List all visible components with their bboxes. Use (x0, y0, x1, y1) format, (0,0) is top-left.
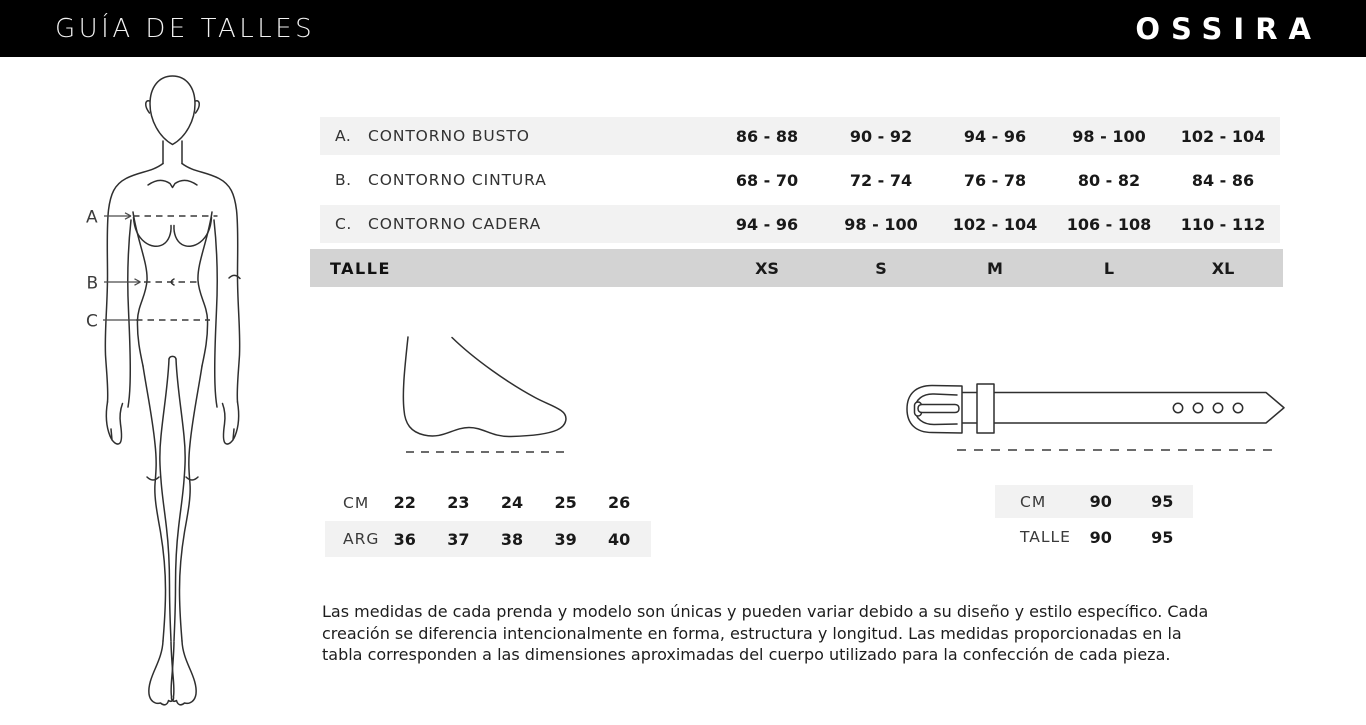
row-label: ARG (343, 530, 380, 548)
belt-buckle (906, 384, 963, 434)
size-name: L (1103, 258, 1115, 278)
row-values: 22 23 24 25 26 (378, 493, 646, 512)
belt-row-cm: CM 90 95 (995, 485, 1193, 518)
row-label: TALLE (1020, 528, 1071, 546)
size-value: 76 - 78 (963, 170, 1027, 190)
row-label: CM (1020, 492, 1047, 511)
belt-size-value: 95 (1151, 527, 1174, 547)
waist-label: B (87, 274, 99, 294)
shoe-size-value: 39 (554, 529, 577, 549)
row-values: 94 - 96 98 - 100 102 - 104 106 - 108 110… (710, 215, 1280, 234)
brand-logo: OSSIRA (1135, 11, 1322, 46)
row-label: CONTORNO CINTURA (368, 171, 547, 189)
row-values: 68 - 70 72 - 74 76 - 78 80 - 82 84 - 86 (710, 171, 1280, 190)
row-values: 90 95 (1070, 492, 1193, 511)
row-label: CONTORNO CADERA (368, 215, 542, 233)
size-value: 110 - 112 (1180, 214, 1266, 234)
row-label: CONTORNO BUSTO (368, 127, 530, 145)
row-values: 36 37 38 39 40 (378, 530, 646, 549)
belt-holes (1172, 402, 1244, 414)
note-line: creación se diferencia intencionalmente … (322, 623, 1182, 643)
hip-label: C (86, 312, 98, 332)
female-figure-drawing: A B C (86, 75, 241, 706)
foot-drawing (402, 336, 571, 453)
belt-size-value: 90 (1089, 527, 1112, 547)
shoe-row-cm: CM 22 23 24 25 26 (325, 484, 651, 521)
shoe-size-value: 37 (447, 529, 470, 549)
size-row-label: TALLE (330, 258, 391, 278)
shoe-size-value: 24 (500, 493, 524, 512)
shoe-size-value: 25 (554, 493, 577, 512)
row-values: 86 - 88 90 - 92 94 - 96 98 - 100 102 - 1… (710, 127, 1280, 146)
bust-label: A (86, 208, 98, 228)
size-value: 68 - 70 (735, 170, 799, 190)
figure-outline (104, 75, 241, 706)
belt-keeper (976, 383, 995, 434)
belt-drawing (906, 383, 1285, 451)
bust-arrow (104, 212, 132, 220)
shoe-size-value: 40 (608, 529, 631, 549)
waist-arrow (104, 278, 141, 286)
belt-strap (957, 391, 1285, 424)
size-name: S (875, 258, 887, 278)
foot-outline (402, 336, 567, 438)
shoe-size-value: 22 (393, 493, 416, 512)
row-letter: C. (335, 215, 352, 233)
size-value: 102 - 104 (1180, 126, 1266, 146)
table-row-waist: B. CONTORNO CINTURA 68 - 70 72 - 74 76 -… (320, 161, 1280, 199)
size-name: XS (755, 258, 779, 278)
size-name: XL (1211, 258, 1235, 278)
note-line: Las medidas de cada prenda y modelo son … (322, 602, 1209, 621)
size-value: 94 - 96 (735, 214, 799, 234)
row-values: XS S M L XL (710, 259, 1280, 278)
row-label: CM (343, 493, 370, 512)
table-row-bust: A. CONTORNO BUSTO 86 - 88 90 - 92 94 - 9… (320, 117, 1280, 155)
size-value: 80 - 82 (1077, 170, 1141, 190)
shoe-size-value: 26 (608, 493, 631, 512)
size-value: 98 - 100 (844, 214, 918, 234)
shoe-size-value: 38 (500, 529, 524, 549)
table-row-size: TALLE XS S M L XL (310, 249, 1283, 287)
table-row-hip: C. CONTORNO CADERA 94 - 96 98 - 100 102 … (320, 205, 1280, 243)
belt-row-talle: TALLE 90 95 (995, 518, 1193, 556)
size-value: 106 - 108 (1066, 214, 1152, 234)
size-value: 84 - 86 (1191, 170, 1255, 190)
note-line: tabla corresponden a las dimensiones apr… (322, 645, 1171, 664)
navel-mark (170, 278, 175, 286)
row-values: 90 95 (1070, 528, 1193, 547)
size-value: 72 - 74 (849, 170, 913, 190)
header-bar: GUÍA DE TALLES OSSIRA (0, 0, 1366, 57)
shoe-size-value: 23 (447, 493, 470, 512)
belt-size-value: 95 (1151, 492, 1174, 511)
page-title: GUÍA DE TALLES (55, 13, 316, 44)
size-value: 90 - 92 (849, 126, 913, 146)
shoe-size-value: 36 (393, 529, 416, 549)
size-value: 102 - 104 (952, 214, 1038, 234)
measurements-note: Las medidas de cada prenda y modelo son … (322, 601, 1342, 666)
belt-size-value: 90 (1089, 492, 1112, 511)
size-name: M (987, 258, 1003, 278)
row-letter: B. (335, 171, 352, 189)
row-letter: A. (335, 127, 352, 145)
size-value: 86 - 88 (735, 126, 799, 146)
shoe-row-arg: ARG 36 37 38 39 40 (325, 521, 651, 557)
size-value: 94 - 96 (963, 126, 1027, 146)
size-value: 98 - 100 (1072, 126, 1146, 146)
